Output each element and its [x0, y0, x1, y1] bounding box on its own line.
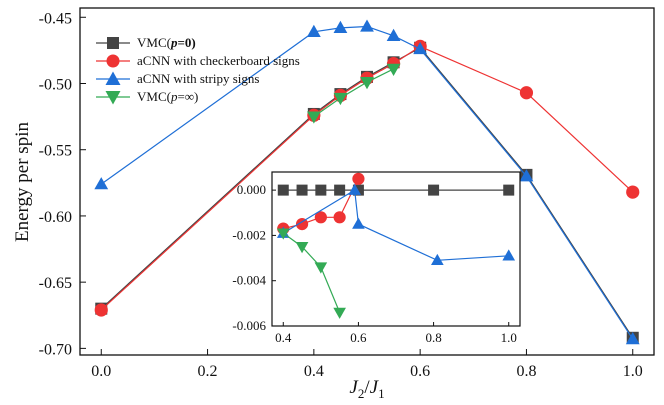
- svg-text:VMC(p=0): VMC(p=0): [137, 35, 196, 50]
- main-series-vmc-p: [306, 63, 401, 124]
- inset-point-vmc-p-0: [315, 184, 327, 196]
- main-x-tick-label: 0.4: [304, 363, 324, 380]
- main-x-tick-label: 0.6: [410, 363, 430, 380]
- legend-label-vmc-pinf-c: =∞): [177, 89, 198, 104]
- main-point-acnn-with-stripy-signs: [306, 24, 321, 37]
- inset-x-tick-label: 1.0: [501, 330, 517, 345]
- inset-y-tick-label: 0.000: [237, 182, 266, 197]
- inset-point-vmc-p-0: [352, 184, 364, 196]
- inset-background: [272, 172, 520, 326]
- main-ticks: 0.0 0.2 0.4 0.6 0.8 1.0 -0.45 -0.50 -0.55 -0.60 -0…: [39, 10, 643, 380]
- main-point-vmc-p: [386, 63, 401, 76]
- legend-entry-checkerboard: aCNN with checkerboard signs: [96, 53, 300, 68]
- inset-point-acnn-with-checkerboard-signs: [333, 211, 346, 224]
- main-point-vmc-p: [333, 92, 348, 106]
- main-x-tick-label: 1.0: [623, 363, 643, 380]
- main-point-acnn-with-stripy-signs: [386, 28, 401, 41]
- main-x-tick-label: 0.0: [91, 363, 111, 380]
- main-plot-frame: [79, 7, 655, 356]
- main-point-acnn-with-checkerboard-signs: [626, 185, 640, 199]
- main-y-tick-label: -0.70: [39, 341, 72, 358]
- x-label-sub2: 2: [358, 386, 365, 401]
- main-line-vmc-p: [313, 68, 394, 118]
- triangle-up-marker-icon: [105, 71, 121, 85]
- main-y-tick-label: -0.60: [39, 209, 72, 226]
- main-y-axis-label: Energy per spin: [12, 122, 33, 242]
- inset-point-vmc-p-0: [277, 184, 289, 196]
- main-y-tick-label: -0.50: [39, 76, 72, 93]
- inset-point-acnn-with-stripy-signs: [431, 253, 444, 266]
- main-y-tick-label: -0.45: [39, 10, 72, 27]
- legend-label-stripy: aCNN with stripy signs: [137, 71, 259, 86]
- main-y-tick-label: -0.55: [39, 143, 72, 160]
- triangle-down-marker-icon: [105, 91, 121, 105]
- inset-series-group: [276, 172, 516, 319]
- inset-point-vmc-p: [333, 307, 346, 319]
- main-point-acnn-with-stripy-signs: [625, 332, 640, 345]
- inset-point-vmc-p-0: [428, 184, 440, 196]
- legend-entry-stripy: aCNN with stripy signs: [96, 71, 259, 86]
- inset-point-vmc-p-0: [334, 184, 346, 196]
- main-x-tick-label: 0.2: [198, 363, 218, 380]
- legend-entry-vmc-pinf: VMC(p=∞): [96, 89, 198, 105]
- main-line-acnn-with-stripy-signs: [100, 25, 634, 340]
- inset-y-tick-label: -0.004: [232, 273, 266, 288]
- main-point-acnn-with-stripy-signs: [94, 177, 109, 190]
- legend: VMC(p=0) aCNN with checkerboard signs aC…: [96, 35, 300, 105]
- x-label-j2: J: [349, 377, 359, 398]
- main-point-acnn-with-checkerboard-signs: [519, 86, 534, 100]
- svg-text:VMC(p=∞): VMC(p=∞): [137, 89, 198, 104]
- inset-series-vmc-p: [276, 228, 346, 319]
- inset-series-vmc-p-0: [277, 184, 515, 196]
- legend-label-vmc-p0-a: VMC(: [137, 35, 171, 50]
- legend-label-vmc-p0-b: p: [170, 35, 178, 50]
- circle-marker-icon: [106, 54, 120, 68]
- inset-y-tick-label: -0.006: [232, 318, 266, 333]
- main-x-axis-label: J2/J1: [349, 377, 384, 401]
- inset-point-acnn-with-stripy-signs: [348, 183, 361, 195]
- main-point-vmc-p: [306, 111, 321, 124]
- legend-label-checkerboard: aCNN with checkerboard signs: [137, 53, 300, 68]
- inset-y-tick-label: -0.002: [232, 227, 266, 242]
- inset-point-acnn-with-stripy-signs: [352, 217, 365, 229]
- inset-point-acnn-with-checkerboard-signs: [295, 217, 309, 231]
- main-point-vmc-p: [360, 77, 374, 90]
- inset-point-vmc-p-0: [503, 184, 515, 196]
- main-point-acnn-with-stripy-signs: [360, 19, 374, 32]
- legend-label-vmc-p0-c: =0): [177, 35, 195, 50]
- main-series-group: [94, 19, 640, 345]
- main-y-tick-label: -0.65: [39, 275, 72, 292]
- inset-point-vmc-p: [276, 228, 290, 240]
- x-label-sub1: 1: [378, 386, 385, 401]
- inset-ticks: 0.4 0.6 0.8 1.0 0.000 -0.002 -0.004 -0.006: [232, 182, 516, 345]
- main-x-tick-label: 0.8: [516, 363, 536, 380]
- inset-point-vmc-p: [295, 242, 309, 254]
- main-series-acnn-with-stripy-signs: [94, 19, 640, 345]
- inset-x-tick-label: 0.8: [425, 330, 441, 345]
- inset-point-acnn-with-stripy-signs: [502, 249, 516, 261]
- inset-x-tick-label: 0.6: [350, 330, 367, 345]
- inset-series-acnn-with-checkerboard-signs: [277, 172, 365, 235]
- inset-line-vmc-p: [282, 232, 341, 313]
- square-marker-icon: [107, 37, 119, 49]
- main-point-acnn-with-checkerboard-signs: [94, 303, 108, 317]
- inset-point-vmc-p: [314, 262, 328, 274]
- inset-plot-frame: [271, 171, 521, 327]
- inset-point-acnn-with-checkerboard-signs: [314, 211, 327, 224]
- legend-entry-vmc-p0: VMC(p=0): [96, 35, 196, 50]
- legend-label-vmc-pinf-a: VMC(: [137, 89, 171, 104]
- inset-x-tick-label: 0.4: [275, 330, 292, 345]
- legend-label-vmc-pinf-b: p: [170, 89, 178, 104]
- inset-point-acnn-with-checkerboard-signs: [352, 172, 365, 185]
- main-point-acnn-with-stripy-signs: [519, 169, 534, 182]
- svg-text:J2/J1: J2/J1: [349, 377, 384, 401]
- x-label-slash: /: [364, 377, 370, 398]
- inset-point-vmc-p-0: [296, 184, 308, 196]
- x-label-j1: J: [370, 377, 380, 398]
- main-point-acnn-with-stripy-signs: [413, 41, 428, 55]
- main-point-acnn-with-stripy-signs: [333, 20, 348, 33]
